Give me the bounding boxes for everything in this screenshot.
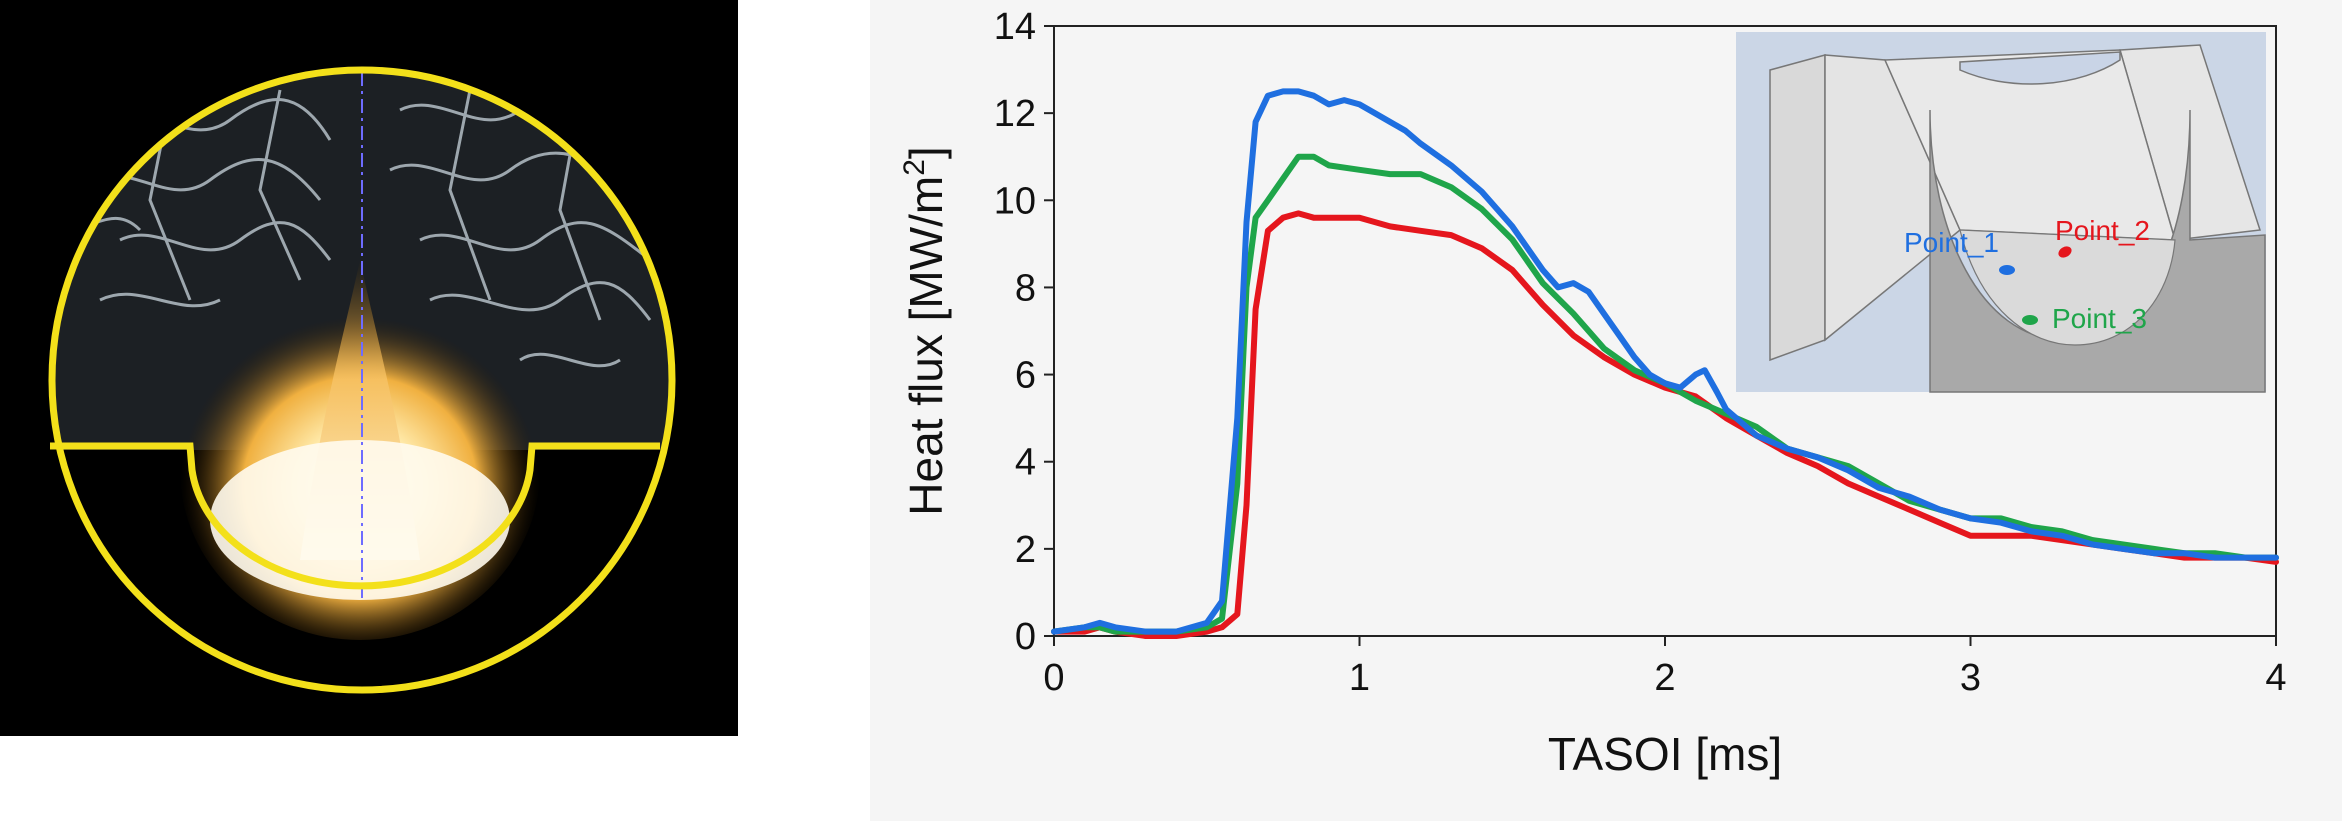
x-tick-label: 1	[1349, 657, 1370, 699]
inset-label-point-2: Point_2	[2055, 215, 2150, 246]
y-axis-title-superscript: 2	[898, 159, 931, 176]
y-axis-title-main: Heat flux [MW/m	[900, 176, 952, 516]
series-line-point-3	[1051, 153, 2279, 635]
y-tick-label: 6	[1015, 355, 1036, 397]
flame-photo	[0, 0, 738, 736]
point-1-marker	[1999, 265, 2015, 275]
x-tick-label: 4	[2265, 657, 2286, 699]
y-axis-title-close: ]	[900, 146, 952, 159]
series-line-point-1	[1051, 88, 2279, 635]
inset-label-point-3: Point_3	[2052, 303, 2147, 334]
y-tick-label: 10	[994, 180, 1036, 222]
y-tick-label: 0	[1015, 616, 1036, 658]
y-axis: 0 2 4 6 8 10 12 14	[994, 6, 1054, 658]
y-tick-label: 8	[1015, 267, 1036, 309]
y-tick-label: 2	[1015, 529, 1036, 571]
point-3-marker	[2022, 315, 2038, 325]
y-tick-label: 12	[994, 93, 1036, 135]
x-axis: 0 1 2 3 4	[1043, 636, 2287, 699]
inset-label-point-1: Point_1	[1904, 227, 1999, 258]
series-line-point-2	[1051, 210, 2279, 639]
series-layer	[1051, 88, 2279, 639]
point-2-marker	[2058, 246, 2072, 258]
flame-photo-svg	[0, 0, 738, 736]
chamber-outline	[48, 66, 676, 694]
y-tick-label: 4	[1015, 442, 1036, 484]
y-tick-label: 14	[994, 6, 1036, 48]
x-axis-title: TASOI [ms]	[1548, 728, 1782, 780]
x-tick-label: 0	[1043, 657, 1064, 699]
inset-geometry-image: Point_1 Point_2 Point_3	[1736, 32, 2266, 393]
y-axis-title: Heat flux [MW/m2]	[898, 146, 952, 515]
y-axis-title-text: Heat flux [MW/m2]	[898, 146, 952, 515]
x-tick-label: 2	[1654, 657, 1675, 699]
x-tick-label: 3	[1960, 657, 1981, 699]
